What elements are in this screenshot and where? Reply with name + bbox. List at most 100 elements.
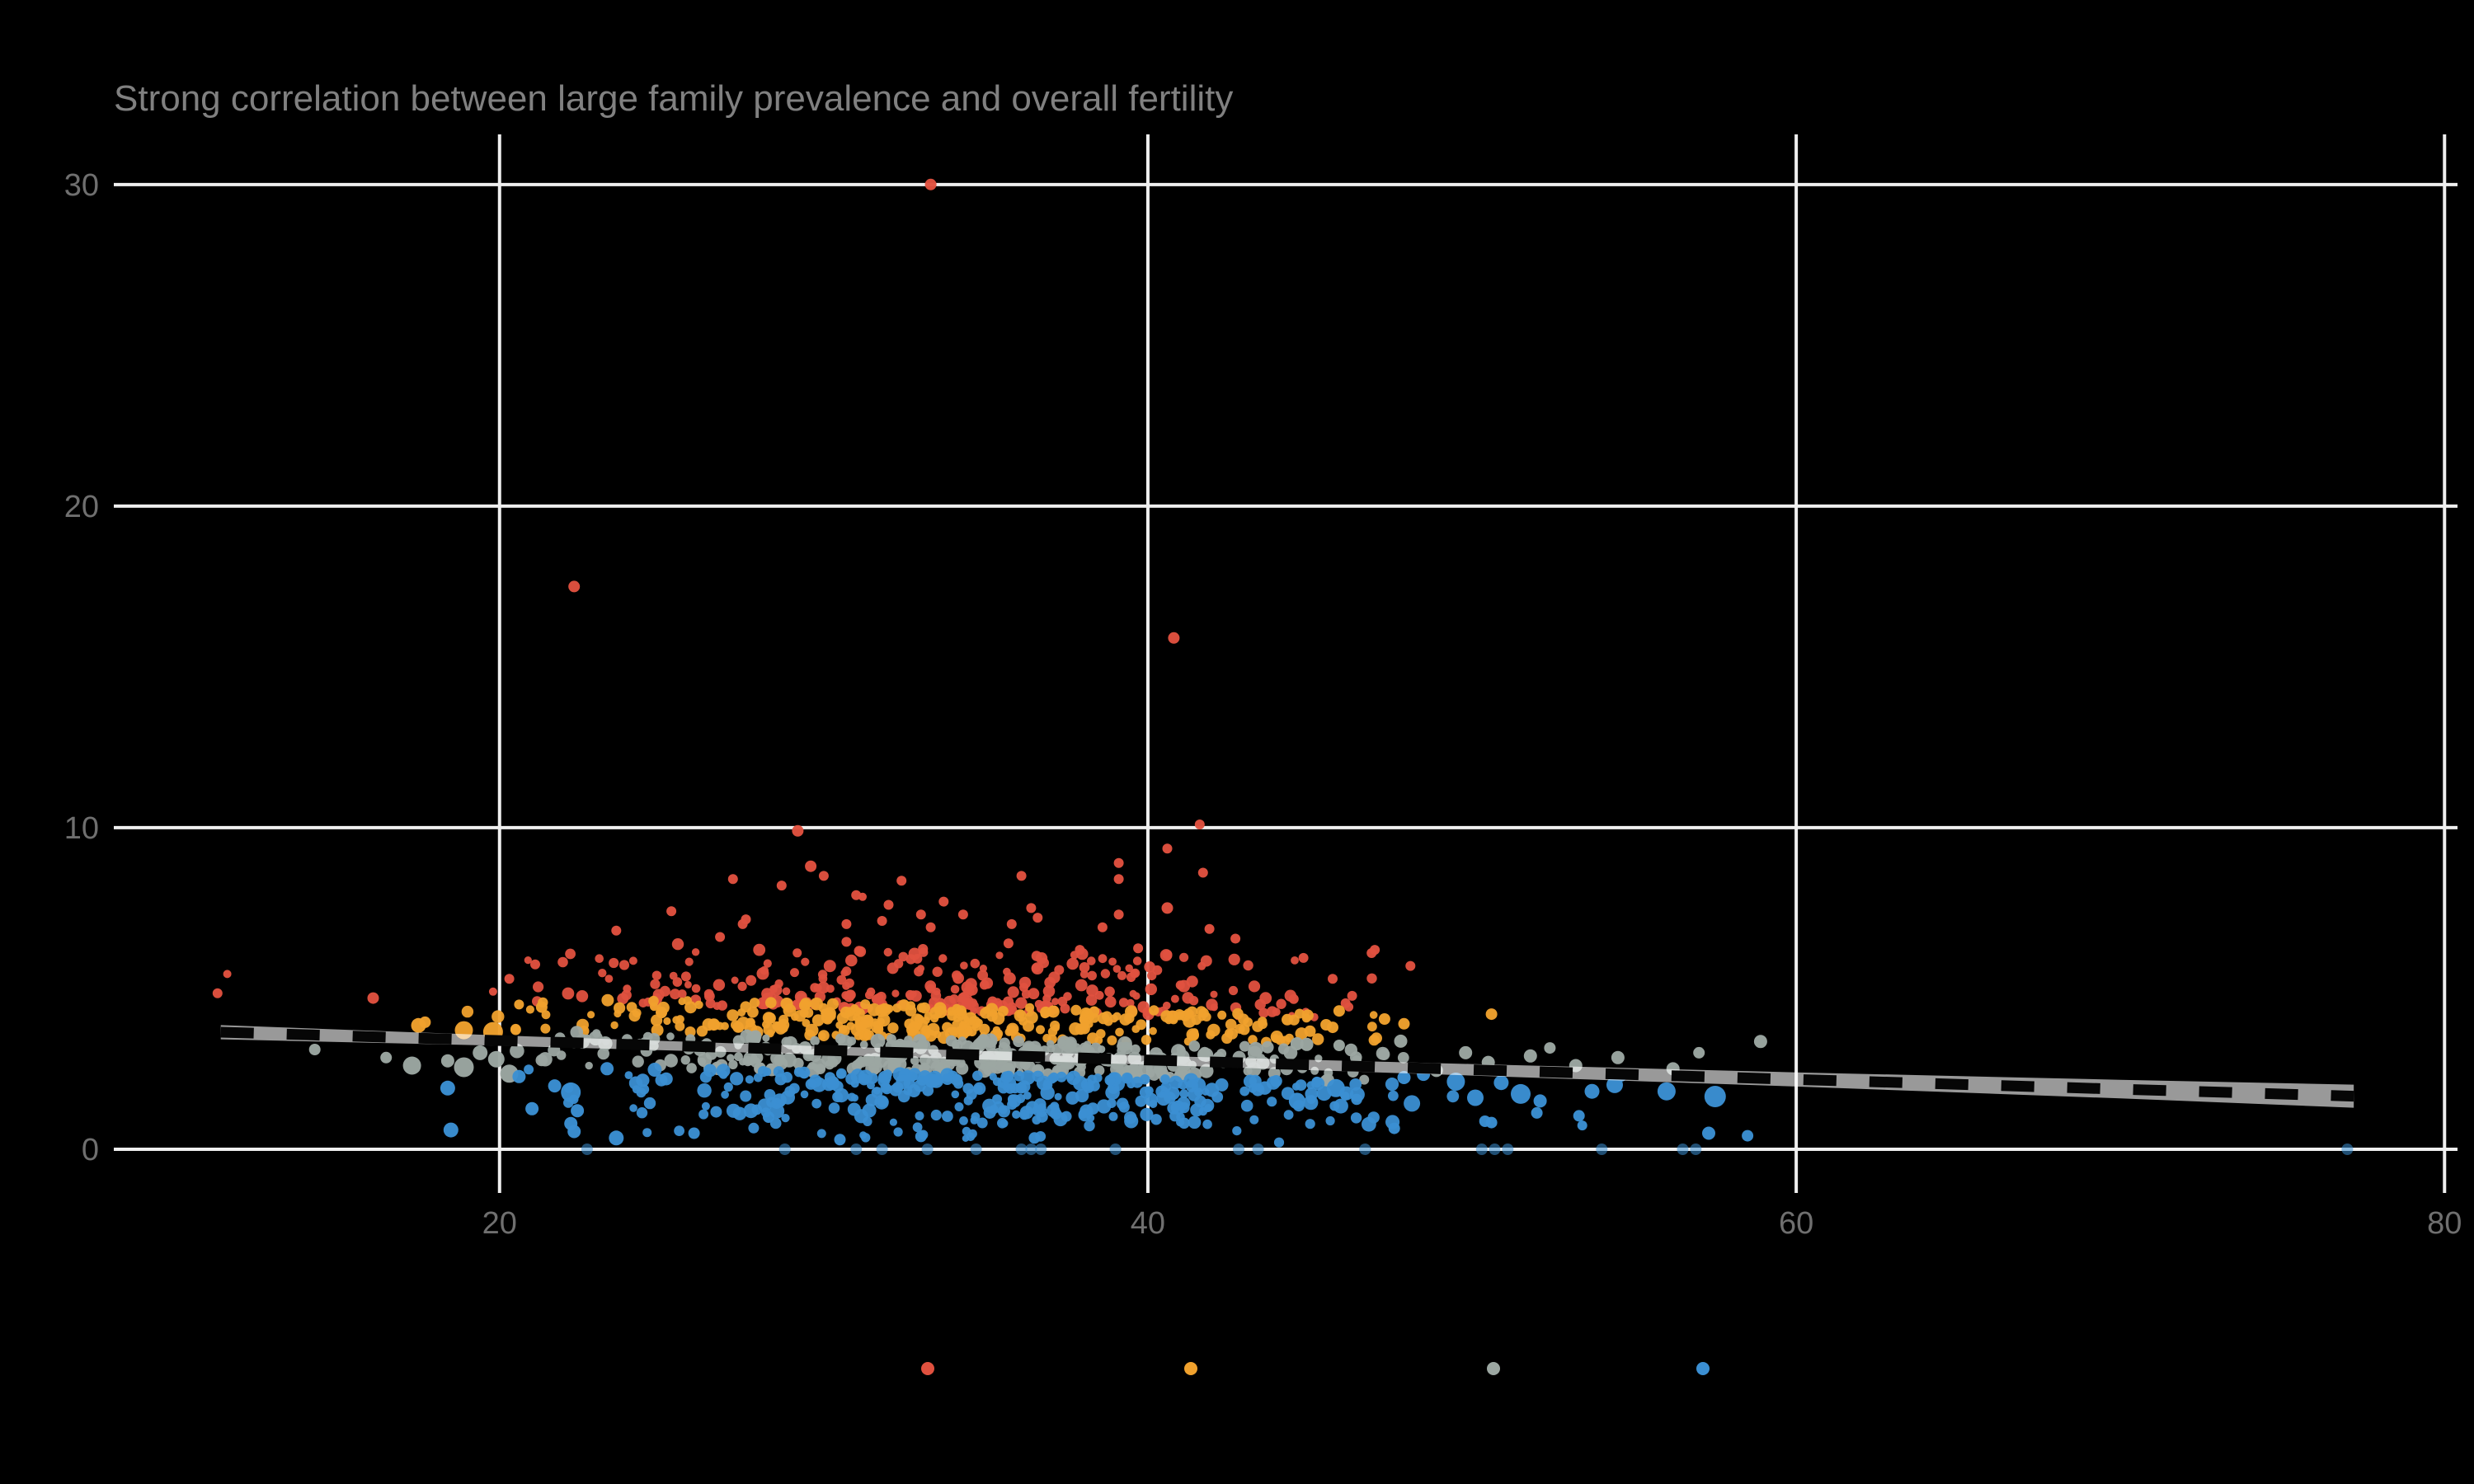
scatter-point bbox=[1397, 1052, 1409, 1064]
scatter-point bbox=[1100, 969, 1111, 979]
scatter-point bbox=[648, 995, 659, 1007]
scatter-point bbox=[811, 1098, 822, 1109]
scatter-point bbox=[601, 993, 614, 1007]
scatter-point bbox=[1086, 1114, 1095, 1122]
scatter-point bbox=[664, 1054, 678, 1068]
scatter-point bbox=[1351, 1093, 1362, 1106]
scatter-point bbox=[1228, 985, 1239, 996]
scatter-point bbox=[1398, 1017, 1410, 1030]
scatter-point bbox=[1206, 1030, 1216, 1040]
scatter-point bbox=[1160, 1082, 1172, 1092]
scatter-point bbox=[643, 1097, 656, 1110]
scatter-point bbox=[718, 1070, 728, 1079]
scatter-point bbox=[1179, 952, 1189, 962]
scatter-point bbox=[844, 978, 854, 989]
scatter-point bbox=[1266, 1076, 1281, 1090]
scatter-point bbox=[962, 1126, 971, 1136]
scatter-point bbox=[688, 1127, 700, 1139]
scatter-point bbox=[1388, 1122, 1400, 1134]
scatter-point bbox=[636, 1107, 648, 1119]
scatter-point-zero bbox=[876, 1144, 888, 1155]
scatter-point bbox=[749, 998, 760, 1008]
scatter-point bbox=[1276, 998, 1286, 1009]
scatter-point bbox=[1140, 1107, 1154, 1121]
scatter-point bbox=[1032, 913, 1043, 923]
scatter-point bbox=[611, 925, 622, 936]
scatter-point bbox=[774, 979, 783, 989]
scatter-point bbox=[473, 1045, 488, 1060]
scatter-point bbox=[1742, 1129, 1754, 1142]
scatter-point bbox=[1573, 1110, 1585, 1122]
scatter-point bbox=[762, 1067, 772, 1077]
scatter-point bbox=[859, 1040, 868, 1049]
scatter-point bbox=[1104, 986, 1115, 998]
scatter-point bbox=[533, 981, 544, 993]
scatter-point bbox=[1083, 1040, 1092, 1049]
x-tick-label-20: 20 bbox=[482, 1206, 517, 1241]
scatter-point bbox=[929, 1006, 943, 1020]
scatter-point bbox=[924, 1030, 937, 1042]
scatter-point bbox=[863, 1116, 872, 1127]
scatter-point bbox=[1584, 1083, 1600, 1099]
scatter-point bbox=[938, 954, 948, 963]
scatter-point bbox=[1131, 1076, 1143, 1088]
scatter-point bbox=[873, 1024, 884, 1035]
scatter-point bbox=[825, 984, 835, 993]
scatter-point bbox=[1347, 990, 1357, 1001]
scatter-point bbox=[726, 1103, 741, 1118]
scatter-point bbox=[1267, 1097, 1277, 1107]
scatter-point bbox=[845, 954, 858, 967]
scatter-point bbox=[1291, 1082, 1300, 1091]
scatter-point bbox=[440, 1054, 454, 1068]
scatter-point bbox=[1118, 998, 1129, 1007]
scatter-point bbox=[731, 1020, 741, 1031]
scatter-point bbox=[805, 1078, 817, 1090]
scatter-point bbox=[1087, 970, 1097, 981]
scatter-point bbox=[846, 1021, 855, 1031]
scatter-point bbox=[1405, 960, 1416, 971]
scatter-point bbox=[731, 976, 739, 984]
scatter-point bbox=[893, 959, 904, 969]
scatter-point bbox=[805, 860, 817, 872]
scatter-point bbox=[1162, 950, 1173, 960]
scatter-point bbox=[995, 951, 1004, 960]
scatter-point bbox=[1340, 998, 1351, 1008]
scatter-point bbox=[1145, 983, 1158, 996]
scatter-point bbox=[624, 1071, 633, 1079]
scatter-point bbox=[905, 1005, 917, 1017]
scatter-point bbox=[1230, 933, 1241, 944]
scatter-point bbox=[1028, 1132, 1041, 1144]
scatter-point-zero bbox=[1489, 1144, 1501, 1155]
x-tick-label-40: 40 bbox=[1131, 1206, 1165, 1241]
scatter-point bbox=[793, 948, 802, 958]
scatter-point bbox=[650, 979, 661, 989]
scatter-point bbox=[1113, 874, 1124, 885]
scatter-point bbox=[223, 970, 232, 979]
scatter-point bbox=[826, 998, 840, 1010]
scatter-point bbox=[1135, 1095, 1147, 1107]
scatter-point bbox=[797, 1066, 811, 1079]
scatter-point bbox=[864, 1054, 874, 1064]
scatter-point bbox=[1133, 943, 1144, 954]
scatter-point bbox=[915, 909, 926, 920]
scatter-point bbox=[1188, 1115, 1202, 1129]
scatter-point bbox=[955, 1005, 967, 1017]
scatter-point bbox=[1467, 1089, 1484, 1106]
scatter-point bbox=[1657, 1082, 1676, 1101]
scatter-point-zero bbox=[1359, 1144, 1371, 1155]
scatter-point bbox=[1170, 994, 1179, 1003]
scatter-point bbox=[762, 1034, 770, 1042]
scatter-point bbox=[970, 1115, 979, 1125]
scatter-point bbox=[862, 1103, 877, 1118]
scatter-point bbox=[858, 1073, 870, 1086]
scatter-point bbox=[651, 970, 662, 980]
scatter-point bbox=[492, 1010, 505, 1023]
scatter-point bbox=[1210, 990, 1218, 998]
scatter-point-zero bbox=[1109, 1144, 1122, 1155]
scatter-point bbox=[885, 1004, 894, 1013]
scatter-point bbox=[684, 980, 692, 989]
scatter-point-zero bbox=[850, 1144, 863, 1155]
scatter-point bbox=[818, 1030, 830, 1041]
scatter-point bbox=[487, 1050, 505, 1068]
